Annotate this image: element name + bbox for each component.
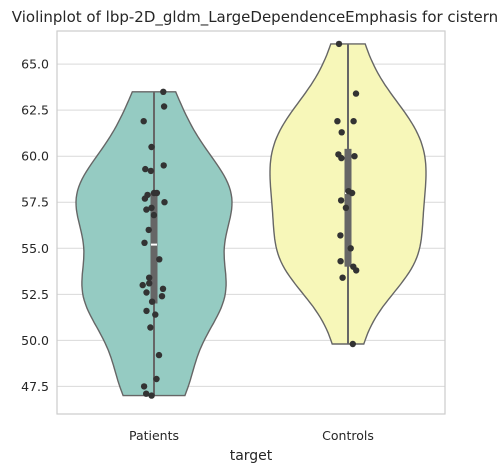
data-point <box>337 258 344 265</box>
data-point <box>148 392 155 399</box>
data-point <box>334 118 341 125</box>
violins <box>75 43 427 397</box>
data-point <box>160 103 168 110</box>
data-point <box>155 351 163 359</box>
y-tick-label: 52.5 <box>21 287 49 302</box>
data-point <box>348 189 356 197</box>
data-point <box>143 390 150 397</box>
x-tick-label: Controls <box>322 428 374 443</box>
x-axis-label: target <box>230 448 273 464</box>
data-point <box>338 154 345 162</box>
data-point <box>152 311 159 318</box>
data-point <box>147 167 155 175</box>
y-tick-label: 65.0 <box>21 57 49 72</box>
data-point <box>335 40 343 48</box>
data-point <box>148 204 155 211</box>
y-tick-label: 47.5 <box>21 379 49 394</box>
data-point <box>147 324 154 331</box>
x-tick-label: Patients <box>129 428 179 443</box>
data-point <box>146 274 153 281</box>
y-tick-labels: 47.5 50.0 52.5 55.0 57.5 60.0 62.5 65.0 <box>21 57 49 394</box>
data-point <box>160 88 167 96</box>
strip-points <box>139 40 360 399</box>
data-point <box>142 165 149 173</box>
data-point <box>153 375 160 383</box>
data-point <box>349 340 356 348</box>
data-point <box>338 129 345 136</box>
data-point <box>148 143 155 151</box>
data-point <box>139 281 146 289</box>
chart-title: Violinplot of lbp-2D_gldm_LargeDependenc… <box>12 8 498 27</box>
y-tick-label: 60.0 <box>21 149 49 164</box>
x-tick-labels: Patients Controls <box>129 428 374 443</box>
data-point <box>161 199 168 206</box>
y-tick-label: 55.0 <box>21 241 49 256</box>
data-point <box>347 245 354 252</box>
data-point <box>143 289 150 296</box>
y-tick-label: 50.0 <box>21 333 49 348</box>
data-point <box>337 197 345 204</box>
data-point <box>150 211 158 219</box>
data-point <box>145 226 152 234</box>
data-point <box>146 280 153 287</box>
data-point <box>153 189 161 197</box>
data-point <box>156 256 163 263</box>
data-point <box>350 118 357 125</box>
data-point <box>143 307 150 315</box>
data-point <box>143 206 150 213</box>
data-point <box>342 204 350 211</box>
data-point <box>140 383 148 390</box>
plot-frame <box>56 30 446 415</box>
data-point <box>141 239 148 246</box>
data-point <box>339 274 346 281</box>
data-point <box>141 195 149 202</box>
y-tick-label: 57.5 <box>21 195 49 210</box>
data-point <box>158 293 166 300</box>
data-point <box>140 118 147 125</box>
iqr-box-patients <box>150 193 158 304</box>
data-point <box>353 267 360 274</box>
data-point <box>352 90 360 97</box>
data-point <box>159 285 167 292</box>
data-point <box>337 232 344 239</box>
data-point <box>160 162 167 169</box>
data-point <box>351 153 358 160</box>
data-point <box>148 298 156 305</box>
y-tick-label: 62.5 <box>21 103 49 118</box>
